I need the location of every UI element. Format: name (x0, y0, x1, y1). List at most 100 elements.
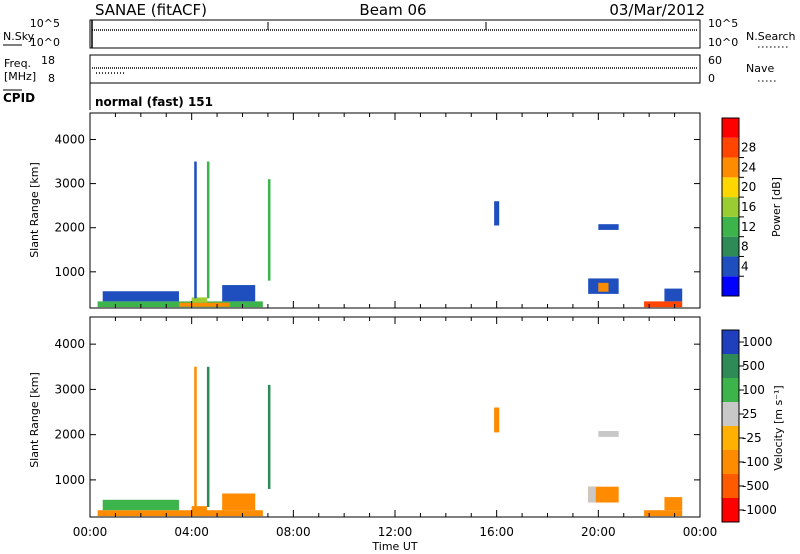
velocity-colorbar-block-3 (722, 402, 739, 426)
power-colorbar-block-6 (722, 157, 739, 178)
frequency-panel: 18 8 60 0 Freq. [MHz] Nave (4, 54, 778, 85)
velocity-colorbar-label: Velocity [m s⁻¹] (772, 385, 785, 470)
ytick-label-0: 1000 (54, 473, 85, 487)
power-colorbar-ticks: 4 8 12 16 20 24 28 (739, 141, 756, 277)
noise-right-tick-top: 10^5 (708, 17, 738, 30)
freq-label-line1: Freq. (4, 57, 31, 70)
velocity-colorbar-tick-label-4: -25 (742, 431, 762, 445)
velocity-colorbar-tick-label-5: -100 (742, 455, 769, 469)
power-patch-7 (598, 282, 609, 292)
date-title: 03/Mar/2012 (609, 1, 705, 19)
velocity-patch-12 (206, 366, 210, 508)
time-tick-label-5: 20:00 (581, 525, 616, 539)
noise-left-tick-top: 10^5 (30, 17, 60, 30)
velocity-colorbar-block-5 (722, 450, 739, 474)
power-colorbar-tick-label-4: 20 (741, 180, 756, 194)
velocity-data-layer (97, 366, 683, 517)
noise-right-tick-bottom: 10^0 (708, 36, 738, 49)
nave-label: Nave (746, 62, 774, 75)
velocity-patch-13 (267, 384, 271, 489)
velocity-patch-7 (588, 486, 596, 503)
velocity-patch-5 (494, 407, 500, 433)
velocity-colorbar-block-7 (722, 498, 739, 522)
power-colorbar-tick-label-6: 28 (741, 141, 756, 155)
power-colorbar-block-4 (722, 197, 739, 217)
power-colorbar-label: Power [dB] (770, 177, 783, 237)
time-tick-label-3: 12:00 (378, 525, 413, 539)
power-x-ticks (89, 113, 701, 308)
velocity-patch-8 (598, 431, 619, 437)
power-colorbar-tick-label-0: 4 (741, 259, 749, 273)
power-patch-13 (267, 179, 271, 281)
velocity-patch-4 (222, 493, 256, 511)
velocity-colorbar-tick-label-1: 500 (742, 359, 765, 373)
time-tick-label-1: 04:00 (174, 525, 209, 539)
velocity-ylabel: Slant Range [km] (28, 372, 41, 468)
freq-tick-top: 18 (41, 54, 55, 67)
freq-tick-bottom: 8 (48, 72, 55, 85)
velocity-colorbar: 1000 500 100 25 -25 -100 -500 -1000 Velocity [m… (721, 329, 785, 523)
power-colorbar-tick-label-5: 24 (741, 160, 756, 174)
power-colorbar-block-2 (722, 236, 739, 257)
power-colorbar-tick-label-3: 16 (741, 200, 756, 214)
ytick-label-3: 4000 (54, 132, 85, 146)
time-tick-label-2: 08:00 (276, 525, 311, 539)
time-tick-label-6: 00:00 (683, 525, 718, 539)
power-patch-8 (598, 224, 619, 230)
velocity-patch-3 (102, 499, 179, 511)
power-colorbar-block-7 (722, 137, 739, 158)
power-colorbar-blocks (722, 118, 739, 296)
velocity-colorbar-tick-label-7: -1000 (742, 503, 777, 517)
power-colorbar-block-5 (722, 177, 739, 198)
power-colorbar-tick-label-2: 12 (741, 220, 756, 234)
velocity-colorbar-block-2 (722, 378, 739, 402)
ytick-label-2: 3000 (54, 177, 85, 191)
velocity-patch-2 (191, 506, 207, 512)
ytick-label-3: 4000 (54, 337, 85, 351)
power-colorbar-block-3 (722, 216, 739, 237)
power-patch-11 (194, 161, 197, 299)
beam-title: Beam 06 (359, 1, 426, 19)
power-patch-3 (102, 291, 179, 302)
velocity-colorbar-tick-label-3: 25 (742, 407, 757, 421)
power-colorbar-block-1 (722, 256, 739, 277)
power-panel: 1000 2000 3000 4000 Slant Range [km] (28, 112, 701, 309)
time-tick-label-0: 00:00 (73, 525, 108, 539)
velocity-colorbar-ticks: 1000 500 100 25 -25 -100 -500 -1000 (739, 335, 777, 517)
nave-tick-bottom: 0 (708, 72, 715, 85)
ytick-label-0: 1000 (54, 265, 85, 279)
power-patch-4 (222, 285, 256, 302)
velocity-x-ticks (89, 317, 701, 517)
velocity-panel: 1000 2000 3000 4000 Slant Range [km] 00:00 0… (28, 316, 718, 553)
noise-panel: 10^5 10^0 10^5 10^0 N.Sky N.Search (3, 17, 796, 49)
station-title: SANAE (fitACF) (95, 1, 207, 19)
velocity-patch-1 (178, 511, 230, 516)
cpid-label: CPID (3, 91, 35, 105)
freq-label-line2: [MHz] (4, 70, 36, 83)
velocity-colorbar-tick-label-2: 100 (742, 383, 765, 397)
ytick-label-1: 2000 (54, 428, 85, 442)
time-tick-label-4: 16:00 (479, 525, 514, 539)
velocity-colorbar-tick-label-0: 1000 (742, 335, 773, 349)
ytick-label-1: 2000 (54, 221, 85, 235)
ytick-label-2: 3000 (54, 382, 85, 396)
velocity-colorbar-block-6 (722, 474, 739, 498)
power-colorbar-block-0 (722, 276, 739, 296)
power-patch-10 (664, 288, 683, 302)
nsearch-label: N.Search (746, 30, 796, 43)
power-patch-12 (206, 161, 210, 299)
velocity-colorbar-tick-label-6: -500 (742, 479, 769, 493)
velocity-y-axis: 1000 2000 3000 4000 (54, 337, 700, 487)
nave-tick-top: 60 (708, 54, 722, 67)
velocity-colorbar-blocks (722, 330, 739, 522)
power-colorbar-tick-label-1: 8 (741, 240, 749, 254)
power-data-layer (97, 161, 683, 308)
velocity-colorbar-block-4 (722, 426, 739, 450)
time-axis-label: Time UT (371, 540, 417, 553)
power-colorbar: 4 8 12 16 20 24 28 Power [dB] (721, 117, 783, 297)
power-patch-1 (178, 302, 230, 307)
power-patch-5 (494, 201, 500, 226)
velocity-patch-11 (194, 366, 197, 508)
